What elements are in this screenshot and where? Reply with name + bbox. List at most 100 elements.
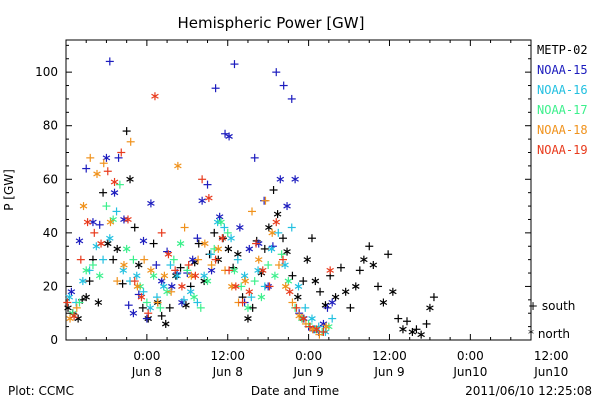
point-north bbox=[257, 269, 266, 278]
point-north bbox=[299, 314, 307, 323]
point-south bbox=[323, 303, 332, 312]
point-north bbox=[174, 161, 182, 170]
point-south bbox=[156, 303, 165, 312]
point-north bbox=[369, 261, 378, 269]
point-south bbox=[210, 244, 219, 253]
point-north bbox=[83, 218, 92, 227]
point-north bbox=[97, 239, 105, 248]
point-south bbox=[118, 279, 127, 288]
point-north bbox=[95, 271, 104, 280]
x-tick-label-date: Jun10 bbox=[533, 365, 568, 379]
point-south bbox=[114, 153, 123, 162]
data-points bbox=[63, 57, 438, 339]
point-south bbox=[184, 261, 193, 269]
point-south bbox=[198, 175, 207, 184]
point-south bbox=[336, 263, 345, 272]
point-south bbox=[328, 314, 337, 323]
point-south bbox=[157, 228, 166, 237]
point-south bbox=[279, 81, 288, 90]
x-tick-label-time: 12:00 bbox=[372, 349, 407, 363]
point-south bbox=[230, 60, 239, 69]
point-north bbox=[294, 293, 302, 302]
point-south bbox=[288, 271, 297, 280]
point-south bbox=[314, 322, 323, 331]
point-south bbox=[113, 277, 122, 286]
point-south bbox=[99, 188, 108, 197]
point-north bbox=[265, 223, 273, 232]
point-south bbox=[72, 303, 81, 312]
point-south bbox=[299, 277, 308, 286]
point-north bbox=[276, 175, 285, 184]
point-south bbox=[144, 309, 153, 318]
point-north bbox=[104, 239, 112, 248]
point-north bbox=[160, 271, 169, 280]
point-south bbox=[274, 228, 283, 237]
point-north bbox=[93, 169, 101, 178]
footer-plot-credit: Plot: CCMC bbox=[8, 384, 74, 398]
point-south bbox=[193, 298, 202, 307]
marker-legend-north: * north bbox=[528, 327, 570, 341]
point-south bbox=[157, 311, 166, 320]
x-tick-label-time: 0:00 bbox=[457, 349, 484, 363]
point-north bbox=[157, 277, 166, 286]
point-north bbox=[408, 327, 417, 336]
point-south bbox=[210, 228, 219, 237]
point-north bbox=[205, 194, 213, 203]
point-north bbox=[254, 255, 263, 264]
point-south bbox=[384, 250, 393, 259]
point-south bbox=[260, 244, 269, 253]
y-tick-label: 60 bbox=[43, 172, 58, 186]
point-south bbox=[288, 298, 297, 307]
point-south bbox=[95, 220, 104, 229]
point-north bbox=[326, 266, 334, 275]
point-north bbox=[129, 309, 138, 318]
point-north bbox=[389, 287, 397, 296]
y-tick-label: 20 bbox=[43, 279, 58, 293]
point-north bbox=[64, 303, 72, 312]
point-south bbox=[88, 261, 97, 269]
point-south bbox=[374, 282, 383, 291]
point-north bbox=[241, 277, 250, 286]
series-metp-02 bbox=[64, 127, 438, 339]
point-south bbox=[261, 196, 270, 205]
point-south bbox=[225, 266, 234, 275]
point-south bbox=[319, 327, 328, 336]
point-north bbox=[67, 287, 76, 296]
y-tick-label: 40 bbox=[43, 226, 58, 240]
series-noaa-15 bbox=[67, 57, 336, 336]
point-south bbox=[203, 180, 212, 189]
point-south bbox=[193, 234, 202, 243]
point-north bbox=[328, 298, 336, 307]
point-north bbox=[224, 244, 233, 253]
point-south bbox=[264, 261, 273, 269]
point-north bbox=[102, 153, 111, 162]
point-south bbox=[238, 298, 247, 307]
point-south bbox=[301, 303, 310, 312]
point-north bbox=[245, 287, 254, 296]
point-south bbox=[167, 287, 176, 296]
point-south bbox=[237, 282, 246, 291]
point-north bbox=[218, 234, 227, 243]
point-north bbox=[201, 239, 209, 248]
point-north bbox=[240, 271, 249, 280]
point-north bbox=[283, 202, 291, 211]
point-north bbox=[159, 282, 168, 291]
y-tick-label: 80 bbox=[43, 119, 58, 133]
point-south bbox=[305, 322, 314, 331]
point-south bbox=[124, 301, 133, 310]
y-axis-label: P [GW] bbox=[2, 169, 16, 211]
point-north bbox=[198, 196, 206, 205]
point-north bbox=[228, 282, 236, 291]
point-north bbox=[268, 228, 276, 237]
point-south bbox=[223, 228, 232, 237]
point-north bbox=[426, 303, 434, 312]
point-south bbox=[269, 186, 278, 194]
point-north bbox=[119, 266, 128, 275]
point-north bbox=[283, 247, 291, 256]
point-north bbox=[106, 218, 115, 227]
point-south bbox=[194, 255, 203, 264]
point-south bbox=[247, 293, 256, 302]
point-north bbox=[360, 255, 368, 264]
point-south bbox=[105, 57, 114, 66]
point-south bbox=[272, 68, 281, 77]
